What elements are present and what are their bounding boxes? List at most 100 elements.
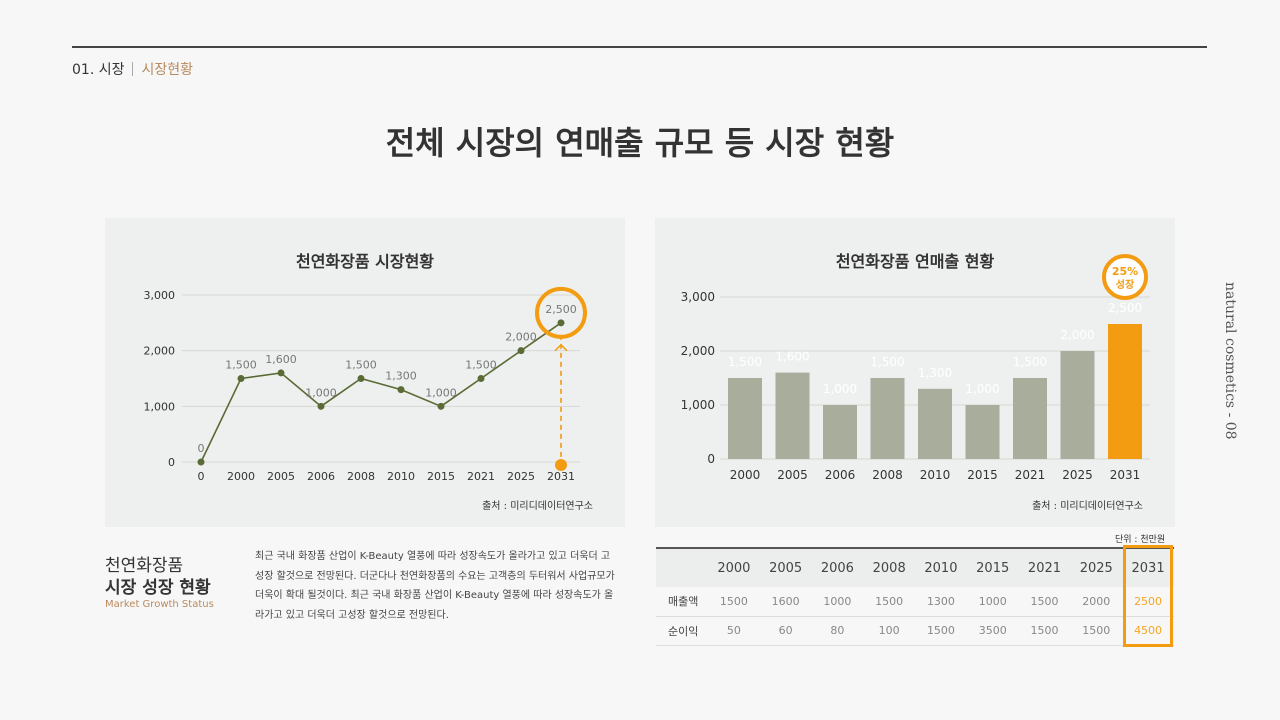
row-label: 순이익 bbox=[656, 616, 708, 646]
x-tick-label: 2000 bbox=[730, 468, 761, 482]
data-label: 1,500 bbox=[728, 355, 762, 369]
table-cell: 50 bbox=[708, 616, 760, 646]
table-header-row: 2000 2005 2006 2008 2010 2015 2021 2025 2031 bbox=[656, 548, 1174, 587]
data-point bbox=[357, 375, 365, 382]
x-tick-label: 2010 bbox=[920, 468, 951, 482]
table-row: 매출액 1500 1600 1000 1500 1300 1000 1500 2000 2500 bbox=[656, 587, 1174, 617]
y-tick-label: 3,000 bbox=[144, 289, 176, 302]
summary-subtitle: Market Growth Status bbox=[105, 599, 214, 610]
bar bbox=[965, 405, 1000, 459]
data-label: 1,500 bbox=[870, 355, 904, 369]
data-point bbox=[477, 375, 485, 382]
data-table: 2000 2005 2006 2008 2010 2015 2021 2025 2031 매출액… bbox=[656, 547, 1174, 646]
table-cell: 3500 bbox=[966, 616, 1019, 646]
data-label: 2,500 bbox=[1108, 301, 1142, 315]
summary-heading-1: 천연화장품 bbox=[105, 556, 184, 576]
data-label: 1,600 bbox=[265, 353, 297, 366]
data-point bbox=[437, 402, 445, 410]
x-tick-label: 2008 bbox=[347, 470, 375, 483]
y-tick-label: 0 bbox=[707, 452, 715, 466]
data-label: 2,000 bbox=[1060, 328, 1094, 342]
x-tick-label: 2008 bbox=[872, 468, 903, 482]
table-corner bbox=[656, 548, 708, 587]
table-cell: 1500 bbox=[1070, 616, 1123, 646]
summary-heading-2: 시장 성장 현황 bbox=[105, 578, 211, 598]
highlight-box bbox=[1123, 545, 1173, 647]
side-page-label: natural cosmetics - 08 bbox=[1222, 282, 1238, 440]
breadcrumb-section: 01. 시장 bbox=[72, 62, 125, 78]
data-label: 1,300 bbox=[918, 366, 952, 380]
data-label: 2,000 bbox=[505, 331, 537, 344]
table-cell: 1500 bbox=[863, 587, 916, 617]
x-tick-label: 2005 bbox=[267, 470, 295, 483]
line-chart-panel: 천연화장품 시장현황 0 1,000 2,000 3,000 0 0 1,500 2000 1,… bbox=[105, 218, 625, 527]
x-tick-label: 2025 bbox=[1062, 468, 1093, 482]
breadcrumb-separator bbox=[132, 62, 134, 76]
y-tick-label: 2,000 bbox=[681, 344, 715, 358]
data-point bbox=[317, 402, 325, 410]
table-unit: 단위 : 천만원 bbox=[1115, 535, 1166, 545]
data-label: 1,000 bbox=[823, 382, 857, 396]
table-cell: 1600 bbox=[759, 587, 812, 617]
growth-badge bbox=[1102, 254, 1148, 300]
bar bbox=[775, 372, 810, 459]
x-tick-label: 2031 bbox=[1110, 468, 1141, 482]
table-header-cell: 2031 bbox=[1122, 548, 1174, 587]
data-label: 1,500 bbox=[1013, 355, 1047, 369]
table-cell: 1000 bbox=[966, 587, 1019, 617]
data-point bbox=[397, 386, 405, 394]
x-tick-label: 2021 bbox=[1015, 468, 1046, 482]
data-label: 2,500 bbox=[545, 303, 577, 316]
x-tick-label: 2015 bbox=[427, 470, 455, 483]
bar-chart-panel: 천연화장품 연매출 현황 0 1,000 2,000 3,000 1,500 2000 1,… bbox=[655, 218, 1175, 527]
line-chart-source: 출처 : 미리디데이터연구소 bbox=[482, 501, 593, 512]
x-tick-label: 2006 bbox=[307, 470, 335, 483]
table-cell: 100 bbox=[863, 616, 916, 646]
data-label: 1,600 bbox=[775, 350, 809, 364]
highlight-base-dot bbox=[555, 459, 567, 471]
table-cell: 80 bbox=[811, 616, 864, 646]
bar bbox=[1108, 324, 1142, 459]
table-header-cell: 2010 bbox=[915, 548, 967, 587]
bar-chart-source: 출처 : 미리디데이터연구소 bbox=[1032, 501, 1143, 512]
row-label: 매출액 bbox=[656, 587, 708, 617]
data-label: 1,500 bbox=[465, 359, 497, 372]
breadcrumb: 01. 시장 시장현황 bbox=[72, 59, 193, 79]
data-label: 1,000 bbox=[305, 386, 337, 399]
table-cell: 2000 bbox=[1070, 587, 1123, 617]
data-label: 1,300 bbox=[385, 370, 417, 383]
x-tick-label: 2021 bbox=[467, 470, 495, 483]
bar bbox=[1060, 351, 1095, 459]
page-title: 전체 시장의 연매출 규모 등 시장 현황 bbox=[385, 124, 895, 162]
x-tick-label: 2006 bbox=[825, 468, 856, 482]
line-chart-title: 천연화장품 시장현황 bbox=[295, 252, 435, 271]
data-label: 1,500 bbox=[345, 359, 377, 372]
x-tick-label: 2025 bbox=[507, 470, 535, 483]
table-header-cell: 2006 bbox=[811, 548, 864, 587]
table-header-cell: 2021 bbox=[1018, 548, 1071, 587]
y-tick-label: 1,000 bbox=[681, 398, 715, 412]
table-row: 순이익 50 60 80 100 1500 3500 1500 1500 4500 bbox=[656, 616, 1174, 646]
data-point bbox=[517, 347, 525, 355]
data-label: 1,500 bbox=[225, 359, 257, 372]
x-tick-label: 2010 bbox=[387, 470, 415, 483]
x-tick-label: 0 bbox=[198, 470, 205, 483]
bar bbox=[728, 378, 762, 459]
data-label: 1,000 bbox=[965, 382, 999, 396]
table-cell: 1300 bbox=[915, 587, 967, 617]
bar-chart: 0 1,000 2,000 3,000 1,500 2000 1,600 2005 1,000 2… bbox=[681, 254, 1150, 482]
data-label: 0 bbox=[198, 442, 205, 455]
x-tick-label: 2031 bbox=[547, 470, 575, 483]
y-tick-label: 3,000 bbox=[681, 290, 715, 304]
table-cell: 1500 bbox=[708, 587, 760, 617]
breadcrumb-current: 시장현황 bbox=[141, 62, 194, 78]
data-label: 1,000 bbox=[425, 386, 457, 399]
data-point bbox=[557, 319, 565, 327]
table-header-cell: 2025 bbox=[1070, 548, 1123, 587]
bar bbox=[870, 378, 905, 459]
top-divider bbox=[72, 46, 1207, 48]
bar bbox=[1013, 378, 1047, 459]
series-line bbox=[200, 322, 562, 463]
table-header-cell: 2008 bbox=[863, 548, 916, 587]
growth-badge-percent: 25% bbox=[1112, 265, 1138, 278]
